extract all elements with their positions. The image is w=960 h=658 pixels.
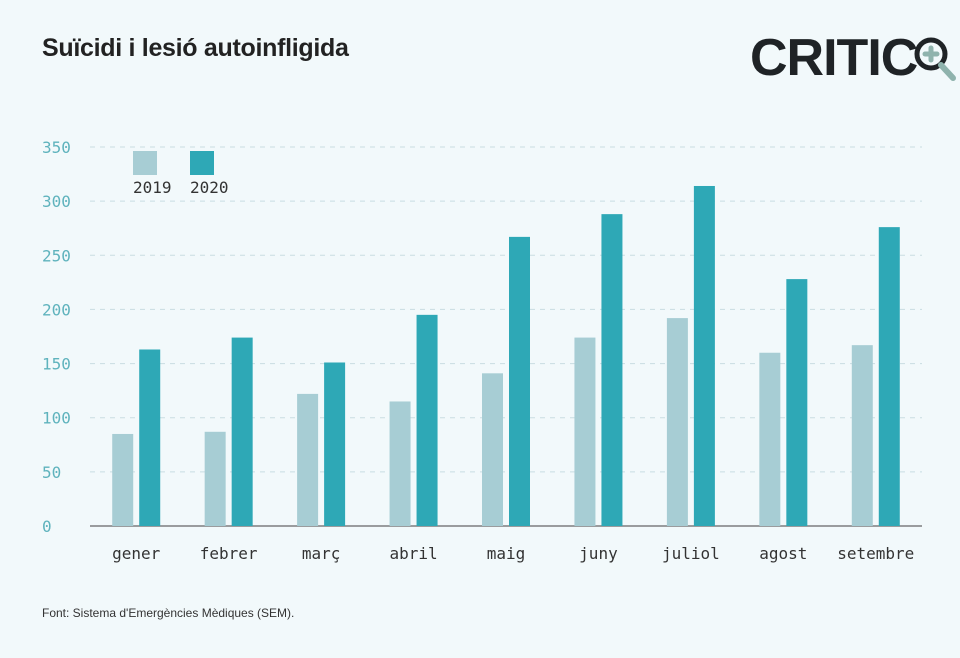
bar-2020-juliol (693, 185, 715, 527)
bar-2020-maig (509, 236, 530, 526)
legend-swatch-2019 (133, 151, 157, 175)
bar-2020-gener (139, 349, 161, 526)
bar-2019-gener (112, 433, 134, 526)
bar-2019-juliol (666, 318, 688, 526)
y-tick-label: 100 (42, 409, 71, 428)
bar-2020-setembre (878, 227, 900, 527)
legend-label: 2019 (133, 178, 172, 197)
magnifier-plus-icon (914, 37, 957, 81)
x-tick-label: febrer (200, 544, 258, 563)
y-tick-label: 50 (42, 463, 61, 482)
bar-2019-març (297, 393, 319, 526)
bar-2019-febrer (204, 431, 226, 526)
legend-label: 2020 (190, 178, 229, 197)
bar-2020-agost (786, 279, 808, 526)
bar-2020-febrer (231, 337, 253, 526)
y-tick-label: 200 (42, 300, 71, 319)
x-tick-label: gener (112, 544, 161, 563)
bar-2019-agost (759, 352, 781, 526)
bar-2020-juny (601, 214, 623, 526)
x-tick-label: març (302, 544, 341, 563)
y-tick-label: 350 (42, 138, 71, 157)
x-tick-label: abril (389, 544, 437, 563)
x-tick-label: juliol (662, 544, 720, 563)
x-tick-label: agost (759, 544, 807, 563)
y-tick-label: 250 (42, 246, 71, 265)
critic-logo: CRITIC (750, 30, 960, 86)
bar-2019-setembre (851, 345, 873, 526)
bar-2020-abril (416, 314, 438, 526)
legend-swatch-2020 (190, 151, 214, 175)
logo-text: CRITIC (750, 29, 918, 87)
source-note: Font: Sistema d'Emergències Mèdiques (SE… (42, 606, 295, 620)
bar-2019-abril (389, 401, 411, 526)
bar-2019-juny (574, 337, 596, 526)
x-tick-label: juny (579, 544, 618, 563)
chart-title: Suïcidi i lesió autoinfligida (42, 34, 349, 62)
y-tick-label: 300 (42, 192, 71, 211)
y-tick-label: 0 (42, 517, 52, 536)
y-tick-label: 150 (42, 355, 71, 374)
bar-2019-maig (482, 373, 503, 526)
x-tick-label: setembre (837, 544, 914, 563)
bar-2020-març (324, 362, 346, 526)
x-tick-label: maig (487, 544, 526, 563)
